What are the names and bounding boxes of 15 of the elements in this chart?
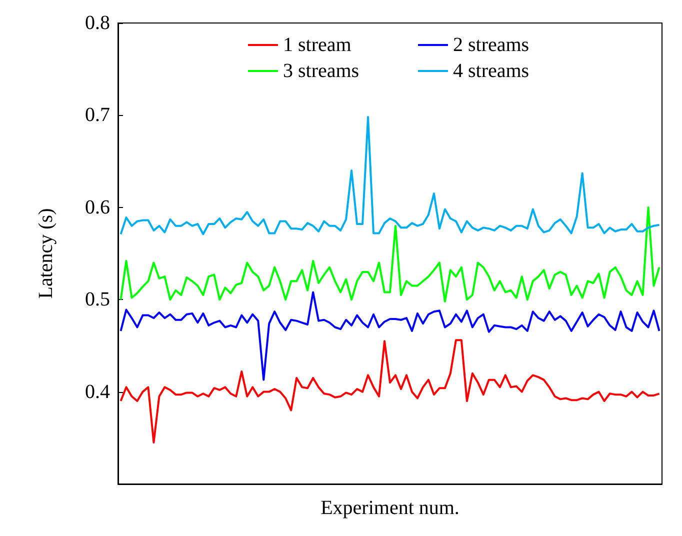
- line-series: [120, 339, 660, 444]
- legend-label: 1 stream: [283, 34, 352, 56]
- x-axis-title: Experiment num.: [320, 497, 460, 519]
- y-axis-title: Latency (s): [35, 208, 57, 299]
- legend-label: 3 streams: [283, 60, 360, 82]
- y-tick-label: 0.5: [85, 288, 110, 311]
- line-series: [120, 291, 660, 381]
- y-tick-label: 0.6: [85, 196, 110, 218]
- line-series: [120, 206, 660, 302]
- y-tick-label: 0.4: [85, 380, 110, 403]
- line-series: [120, 116, 660, 236]
- legend-label: 2 streams: [453, 34, 530, 56]
- legend-label: 4 streams: [453, 60, 530, 82]
- y-tick-label: 0.7: [85, 104, 110, 126]
- y-tick-label: 0.8: [85, 12, 110, 34]
